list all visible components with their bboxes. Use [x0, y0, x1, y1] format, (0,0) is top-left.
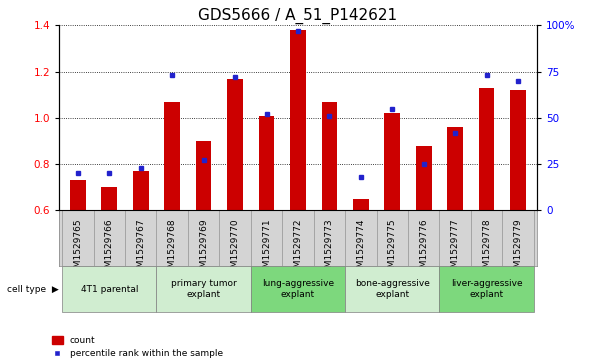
- Bar: [478, 88, 494, 211]
- Bar: [196, 141, 211, 211]
- Text: GSM1529769: GSM1529769: [199, 219, 208, 280]
- Bar: [133, 171, 149, 211]
- Bar: [290, 30, 306, 211]
- Legend: count, percentile rank within the sample: count, percentile rank within the sample: [52, 336, 223, 359]
- Text: GSM1529778: GSM1529778: [482, 219, 491, 280]
- Text: GSM1529773: GSM1529773: [325, 219, 334, 280]
- Text: primary tumor
explant: primary tumor explant: [171, 280, 237, 299]
- Text: GSM1529768: GSM1529768: [168, 219, 176, 280]
- Bar: [353, 199, 369, 211]
- Bar: [227, 79, 243, 211]
- Bar: [101, 187, 117, 211]
- Title: GDS5666 / A_51_P142621: GDS5666 / A_51_P142621: [198, 8, 398, 24]
- Bar: [447, 127, 463, 211]
- Text: GSM1529765: GSM1529765: [73, 219, 83, 280]
- Text: GSM1529774: GSM1529774: [356, 219, 365, 279]
- Text: GSM1529771: GSM1529771: [262, 219, 271, 280]
- Text: cell type  ▶: cell type ▶: [6, 285, 58, 294]
- Bar: [70, 180, 86, 211]
- Bar: [165, 102, 180, 211]
- Text: GSM1529775: GSM1529775: [388, 219, 396, 280]
- Bar: [156, 266, 251, 312]
- Text: bone-aggressive
explant: bone-aggressive explant: [355, 280, 430, 299]
- Text: GSM1529770: GSM1529770: [231, 219, 240, 280]
- Text: 4T1 parental: 4T1 parental: [81, 285, 138, 294]
- Bar: [322, 102, 337, 211]
- Bar: [416, 146, 431, 211]
- Text: GSM1529776: GSM1529776: [419, 219, 428, 280]
- Bar: [258, 115, 274, 211]
- Text: liver-aggressive
explant: liver-aggressive explant: [451, 280, 522, 299]
- Text: GSM1529766: GSM1529766: [105, 219, 114, 280]
- Bar: [440, 266, 534, 312]
- Bar: [510, 90, 526, 211]
- Bar: [62, 266, 156, 312]
- Text: GSM1529767: GSM1529767: [136, 219, 145, 280]
- Bar: [345, 266, 440, 312]
- Text: GSM1529777: GSM1529777: [451, 219, 460, 280]
- Text: GSM1529779: GSM1529779: [513, 219, 523, 280]
- Bar: [251, 266, 345, 312]
- Bar: [385, 113, 400, 211]
- Text: GSM1529772: GSM1529772: [293, 219, 303, 279]
- Text: lung-aggressive
explant: lung-aggressive explant: [262, 280, 334, 299]
